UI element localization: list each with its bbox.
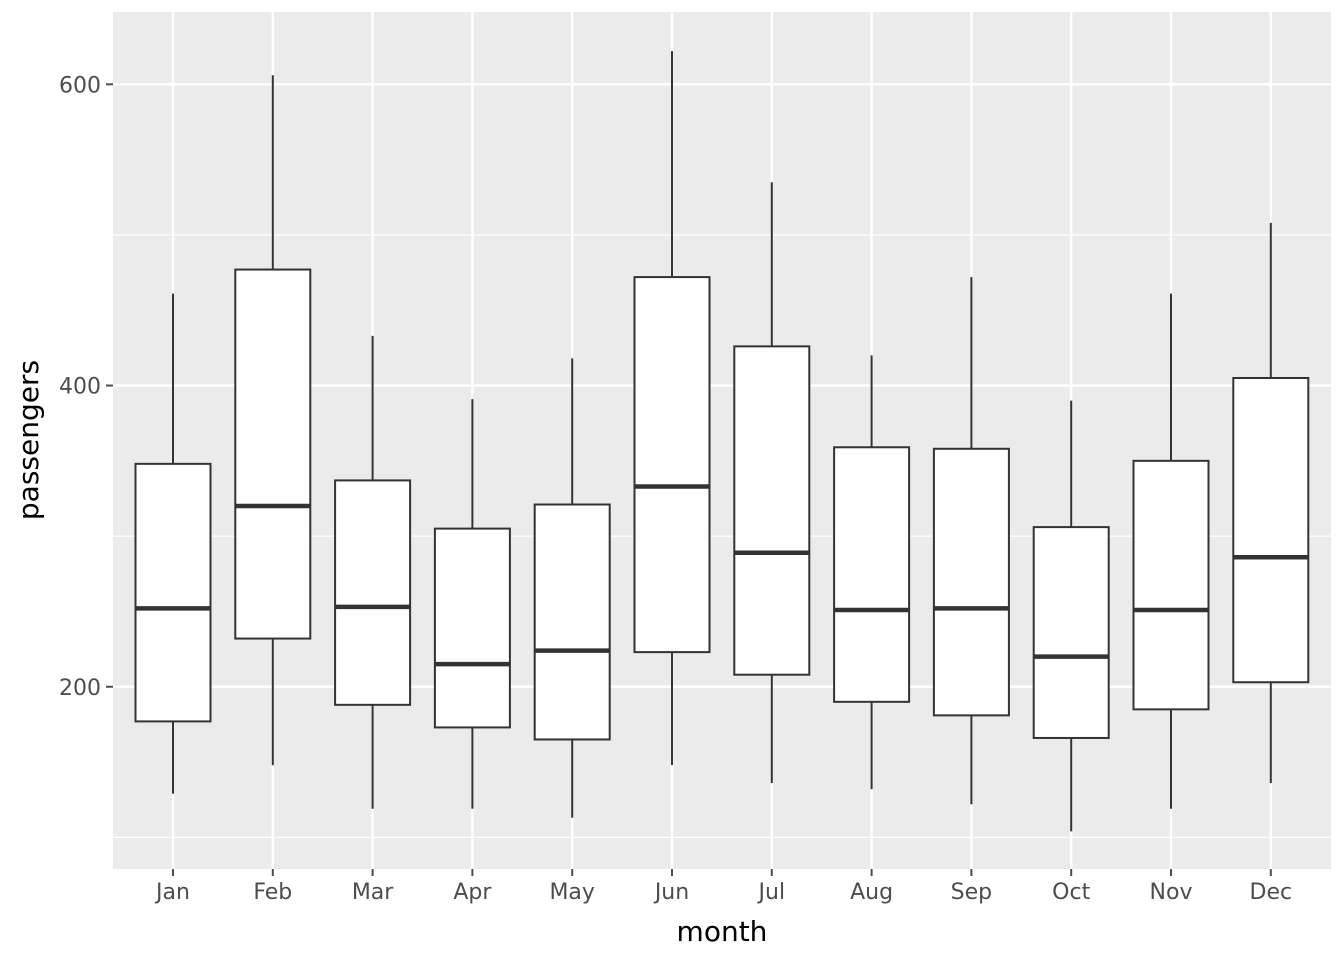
box-iqr — [1132, 459, 1210, 711]
box-series — [134, 51, 1310, 832]
x-tick-label: Oct — [1052, 880, 1090, 905]
x-tick-label: Dec — [1250, 880, 1293, 905]
y-axis-title: passengers — [12, 360, 45, 520]
x-tick-label: Nov — [1150, 880, 1193, 905]
box-iqr — [1032, 526, 1110, 739]
box-iqr — [633, 276, 711, 654]
box-oct — [1032, 400, 1110, 832]
x-tick-label: Aug — [850, 880, 893, 905]
x-axis: Jan Feb Mar Apr May Jun Jul Aug Sep Oct Nov Dec — [154, 869, 1292, 905]
box-aug — [833, 355, 911, 790]
x-tick-label: Jun — [653, 880, 689, 905]
x-tick-label: Feb — [253, 880, 292, 905]
x-tick-label: May — [549, 880, 594, 905]
y-tick-label: 200 — [59, 676, 101, 701]
box-iqr — [433, 527, 511, 729]
x-tick-label: Jul — [757, 880, 786, 905]
box-mar — [334, 335, 412, 809]
box-iqr — [234, 268, 312, 640]
y-tick-label: 400 — [59, 375, 101, 400]
box-feb — [234, 75, 312, 766]
box-jun — [633, 51, 711, 766]
x-axis-title: month — [677, 915, 768, 948]
box-sep — [932, 277, 1010, 805]
box-may — [533, 358, 611, 818]
box-jan — [134, 293, 212, 794]
x-tick-label: Sep — [951, 880, 992, 905]
box-iqr — [733, 345, 811, 676]
box-iqr — [932, 447, 1010, 717]
x-tick-label: Apr — [453, 880, 492, 905]
box-dec — [1232, 222, 1310, 784]
x-tick-label: Mar — [352, 880, 394, 905]
y-tick-label: 600 — [59, 73, 101, 98]
box-iqr — [334, 479, 412, 706]
box-nov — [1132, 293, 1210, 809]
plot-panel — [113, 12, 1331, 869]
x-tick-label: Jan — [154, 880, 190, 905]
box-jul — [733, 182, 811, 784]
box-iqr — [533, 503, 611, 741]
y-axis: 200 400 600 — [59, 73, 113, 701]
box-iqr — [134, 462, 212, 723]
box-apr — [433, 399, 511, 809]
box-iqr — [833, 446, 911, 703]
box-iqr — [1232, 376, 1310, 684]
